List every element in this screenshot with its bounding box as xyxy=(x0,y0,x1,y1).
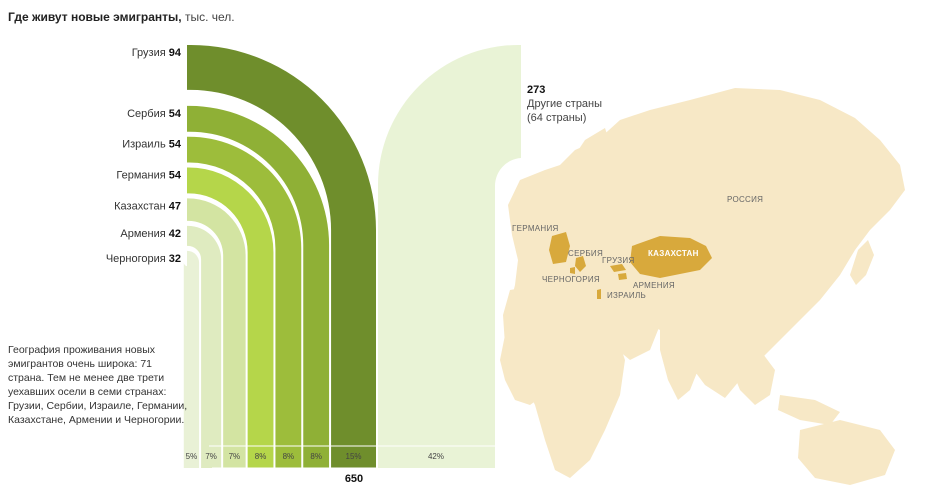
map-southeast-asia xyxy=(730,345,775,405)
bar-Израиль xyxy=(187,136,302,468)
map-germany xyxy=(549,232,570,264)
map-scandinavia xyxy=(565,128,612,195)
category-label: Казахстан 47 xyxy=(114,200,181,212)
map-serbia xyxy=(575,256,586,272)
map-label-serbia: СЕРБИЯ xyxy=(568,249,603,258)
map-arabia xyxy=(602,300,660,360)
map-japan xyxy=(850,240,874,285)
bar-Армения xyxy=(187,225,222,468)
percent-label: 7% xyxy=(205,452,217,461)
map-india xyxy=(660,318,705,400)
map-label-montenegro: ЧЕРНОГОРИЯ xyxy=(542,275,600,284)
world-map: РОССИЯ ГЕРМАНИЯ СЕРБИЯ ГРУЗИЯ КАЗАХСТАН … xyxy=(500,88,905,485)
category-label: Израиль 54 xyxy=(122,139,182,151)
map-israel xyxy=(597,289,601,299)
other-countries-value: 273 xyxy=(527,84,545,96)
map-kazakhstan xyxy=(630,236,712,278)
map-label-armenia: АРМЕНИЯ xyxy=(633,281,675,290)
bars-group: Грузия 94 15% Сербия 54 8% Израиль 54 8% Герма… xyxy=(106,45,495,469)
map-label-russia: РОССИЯ xyxy=(727,195,763,204)
percent-label: 7% xyxy=(229,452,241,461)
map-georgia xyxy=(610,264,626,272)
map-australia xyxy=(798,420,895,485)
title-unit: тыс. чел. xyxy=(184,10,235,24)
bar-Германия xyxy=(187,167,274,468)
percent-label: 8% xyxy=(283,452,295,461)
bar-Казахстан xyxy=(187,198,246,469)
percent-label: 8% xyxy=(310,452,322,461)
category-label: Грузия 94 xyxy=(132,47,182,59)
map-label-germany: ГЕРМАНИЯ xyxy=(512,224,559,233)
category-label: Армения 42 xyxy=(120,228,181,240)
description-note: География проживания новых эмигрантов оч… xyxy=(8,344,188,426)
percent-label: 5% xyxy=(186,452,198,461)
bar-Черногория xyxy=(183,250,200,468)
map-label-kazakhstan: КАЗАХСТАН xyxy=(648,249,699,258)
category-label: Сербия 54 xyxy=(127,108,182,120)
other-countries-arc xyxy=(378,45,521,468)
map-label-georgia: ГРУЗИЯ xyxy=(602,256,635,265)
other-countries-sublabel: (64 страны) xyxy=(527,112,586,124)
chart-title: Где живут новые эмигранты, тыс. чел. xyxy=(8,10,235,24)
other-countries-label: Другие страны xyxy=(527,98,602,110)
bar-Сербия xyxy=(187,105,330,468)
other-countries-percent: 42% xyxy=(428,452,444,461)
title-text: Где живут новые эмигранты, xyxy=(8,10,182,24)
map-montenegro xyxy=(570,267,575,274)
percent-label: 15% xyxy=(346,452,362,461)
map-uk xyxy=(528,195,545,225)
map-islands xyxy=(778,395,840,425)
map-label-israel: ИЗРАИЛЬ xyxy=(607,291,646,300)
total-value: 650 xyxy=(345,473,363,485)
category-label: Германия 54 xyxy=(116,170,181,182)
category-label: Черногория 32 xyxy=(106,253,181,265)
percent-label: 8% xyxy=(255,452,267,461)
map-armenia xyxy=(618,273,627,280)
map-africa xyxy=(503,285,625,478)
bar-Грузия xyxy=(187,45,376,468)
